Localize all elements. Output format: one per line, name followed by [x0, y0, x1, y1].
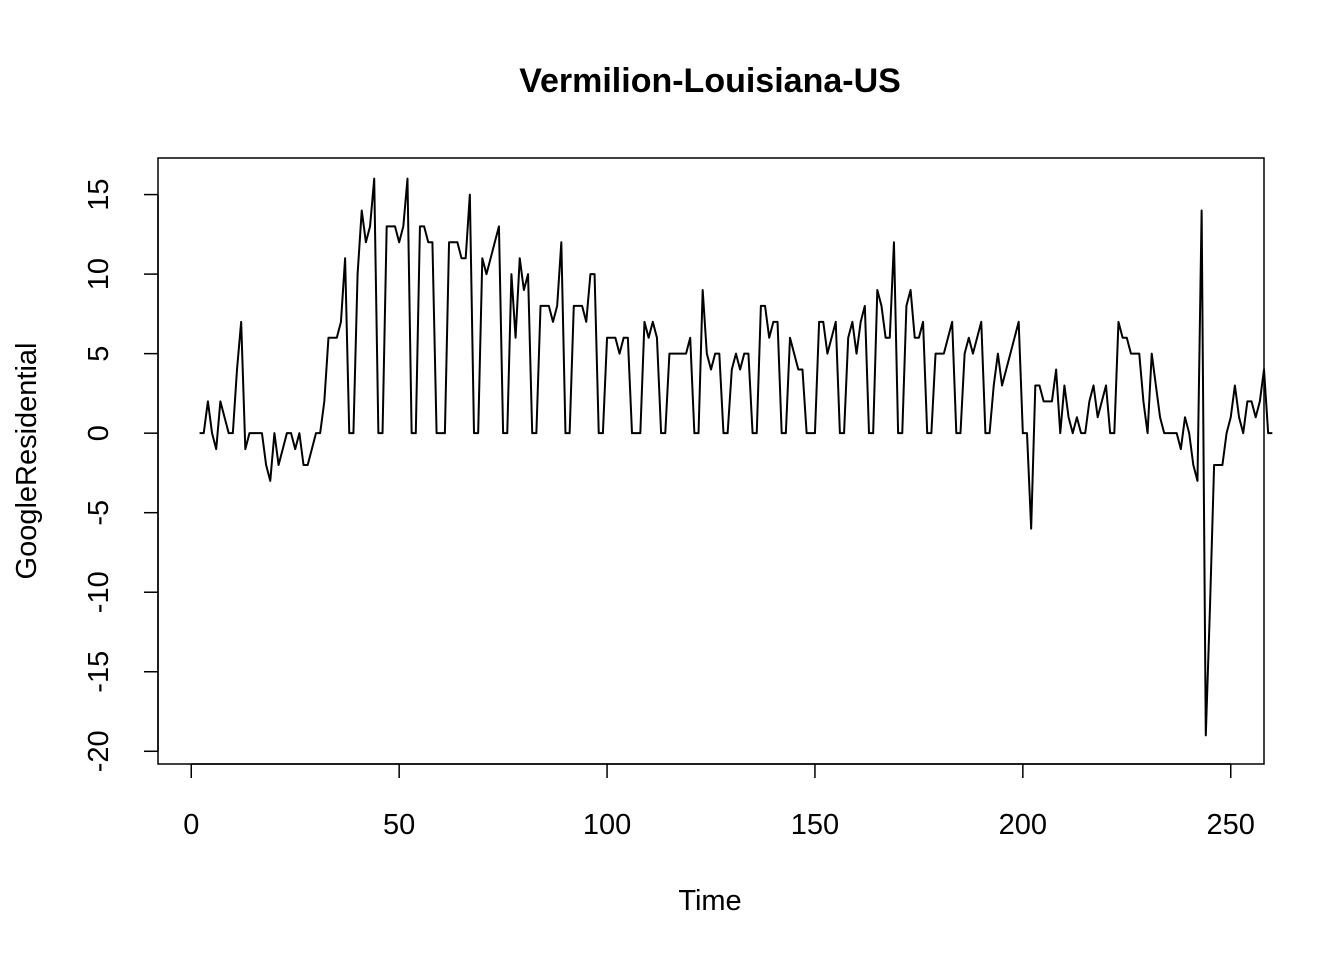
y-tick-label: -10 [83, 571, 115, 613]
x-axis-label: Time [678, 885, 741, 917]
y-tick-label: -15 [83, 651, 115, 693]
y-tick-label: 10 [83, 258, 115, 290]
y-axis: -20 -15 -10 -5 0 5 10 15 [83, 178, 159, 772]
x-tick-label: 50 [383, 809, 415, 841]
x-tick-label: 200 [999, 809, 1047, 841]
y-tick-label: -20 [83, 730, 115, 772]
x-tick-label: 150 [791, 809, 839, 841]
x-tick-label: 100 [583, 809, 631, 841]
y-tick-label: -5 [83, 500, 115, 526]
chart-title: Vermilion-Louisiana-US [519, 62, 901, 100]
series-line [199, 177, 1273, 737]
plot-frame [157, 157, 1265, 765]
x-tick-label: 0 [183, 809, 199, 841]
y-tick-label: 15 [83, 178, 115, 210]
y-tick-label: 0 [83, 425, 115, 441]
x-tick-label: 250 [1207, 809, 1255, 841]
x-axis: 0 50 100 150 200 250 [183, 763, 1255, 841]
y-axis-label: GoogleResidential [11, 343, 43, 580]
y-tick-label: 5 [83, 346, 115, 362]
